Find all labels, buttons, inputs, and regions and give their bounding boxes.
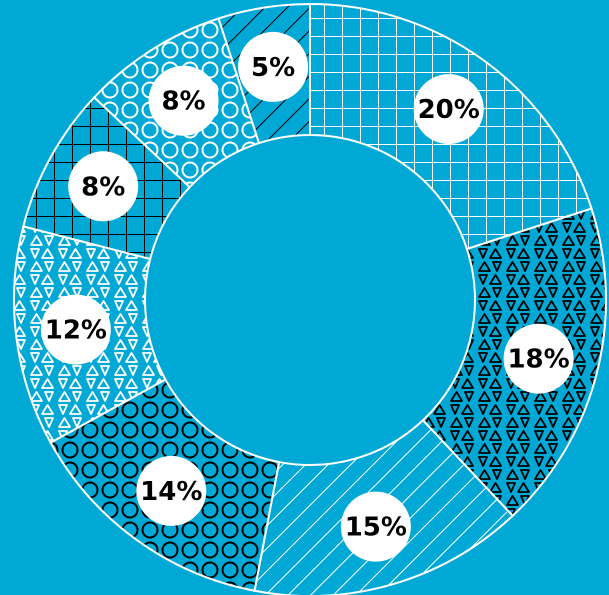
slice-label-3: 15%	[345, 513, 407, 543]
slice-label-badge-8	[238, 31, 309, 102]
labels-layer: 20% 18% 15% 14% 12% 8% 8% 5%	[40, 31, 574, 562]
slice-label-4: 14%	[140, 477, 202, 507]
slice-label-2: 18%	[507, 345, 569, 375]
slice-label-badge-1	[413, 74, 484, 145]
slice-label-6: 8%	[81, 172, 125, 202]
slice-label-badge-3	[340, 491, 411, 562]
slice-label-badge-7	[148, 65, 219, 136]
slice-label-7: 8%	[161, 87, 205, 117]
slice-label-badge-4	[136, 455, 207, 526]
slice-label-8: 5%	[251, 53, 295, 83]
slices-layer	[13, 2, 607, 595]
slice-label-badge-5	[40, 294, 111, 365]
slice-label-badge-6	[68, 151, 139, 222]
slice-label-1: 20%	[418, 95, 480, 125]
slice-label-5: 12%	[45, 316, 107, 346]
slice-label-badge-2	[503, 323, 574, 394]
